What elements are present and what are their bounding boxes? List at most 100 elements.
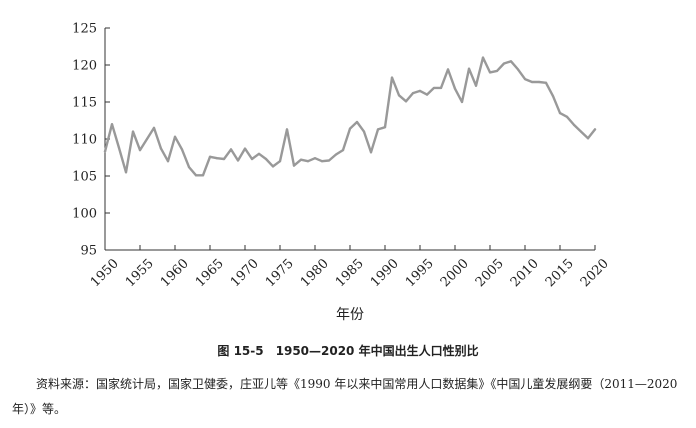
x-tick-label: 1995 xyxy=(403,256,437,290)
data-point xyxy=(292,164,296,167)
data-point xyxy=(425,93,429,96)
data-point xyxy=(383,126,387,129)
data-point xyxy=(236,159,240,162)
data-point xyxy=(222,157,226,161)
data-point xyxy=(355,120,359,124)
y-tick-label: 120 xyxy=(72,59,97,74)
data-point xyxy=(551,94,555,98)
data-point xyxy=(194,174,198,177)
data-point xyxy=(481,56,485,59)
data-point xyxy=(257,152,261,155)
data-point xyxy=(152,126,156,129)
data-point xyxy=(320,160,324,163)
data-point xyxy=(397,94,401,97)
data-point xyxy=(166,160,170,163)
data-point xyxy=(586,137,590,140)
data-point xyxy=(376,128,380,131)
y-tick-label: 100 xyxy=(72,207,97,222)
data-point xyxy=(103,150,107,153)
data-point xyxy=(110,123,114,126)
data-point xyxy=(306,160,310,163)
data-point xyxy=(145,137,149,141)
data-point xyxy=(565,115,569,118)
y-axis: 95 100 105 110 115 120 125 xyxy=(72,22,110,259)
data-point xyxy=(208,155,212,158)
data-point xyxy=(523,77,527,81)
data-point xyxy=(229,148,233,151)
data-point xyxy=(558,112,562,115)
data-point xyxy=(432,86,436,90)
y-tick-label: 115 xyxy=(72,96,97,111)
data-point xyxy=(460,100,464,104)
data-point xyxy=(390,76,394,79)
series-line xyxy=(103,56,597,177)
data-point xyxy=(348,127,352,130)
data-point xyxy=(537,80,541,84)
x-tick-label: 1960 xyxy=(158,256,192,290)
x-tick-label: 1955 xyxy=(123,256,157,290)
data-point xyxy=(411,92,415,95)
data-point xyxy=(124,171,128,174)
data-point xyxy=(509,60,513,63)
data-point xyxy=(467,67,471,70)
data-point xyxy=(117,146,121,149)
data-point xyxy=(313,157,317,160)
data-point xyxy=(530,80,534,84)
data-point xyxy=(516,68,520,71)
x-tick-label: 2015 xyxy=(543,256,577,290)
x-axis: 1950 1955 1960 1965 1970 1975 1980 1985 1990 1995… xyxy=(88,245,612,290)
data-point xyxy=(474,84,478,87)
x-tick-label: 2005 xyxy=(473,256,507,290)
source-note: 资料来源：国家统计局，国家卫健委，庄亚儿等《1990 年以来中国常用人口数据集》… xyxy=(12,377,678,416)
y-tick-label: 105 xyxy=(72,170,97,185)
y-tick-label: 95 xyxy=(80,244,97,259)
x-axis-title: 年份 xyxy=(336,307,364,323)
data-point xyxy=(131,130,135,133)
data-point xyxy=(544,81,548,84)
data-point xyxy=(502,62,506,65)
y-tick-label: 125 xyxy=(72,22,97,37)
data-point xyxy=(453,87,457,90)
data-point xyxy=(341,149,345,152)
data-point xyxy=(593,128,597,131)
data-point xyxy=(327,159,331,162)
data-point xyxy=(215,157,219,160)
data-point xyxy=(495,69,499,73)
figure-caption: 图 15-5 1950—2020 年中国出生人口性别比 xyxy=(217,344,479,358)
data-point xyxy=(334,153,338,156)
y-tick-label: 110 xyxy=(72,133,97,148)
data-point xyxy=(278,160,282,163)
data-point xyxy=(201,174,205,177)
x-tick-label: 2020 xyxy=(578,256,612,290)
x-tick-label: 1980 xyxy=(298,256,332,290)
data-point xyxy=(299,158,303,161)
data-point xyxy=(362,130,366,133)
data-point xyxy=(439,86,443,90)
x-tick-label: 1990 xyxy=(368,256,402,290)
data-point xyxy=(187,166,191,169)
data-point xyxy=(159,147,163,150)
x-tick-label: 1970 xyxy=(228,256,262,290)
series-layer xyxy=(103,56,597,177)
data-point xyxy=(138,149,142,152)
x-tick-label: 1985 xyxy=(333,256,367,290)
data-point xyxy=(572,123,576,127)
x-tick-label: 2000 xyxy=(438,256,472,290)
data-point xyxy=(446,68,450,71)
data-point xyxy=(488,71,492,74)
data-point xyxy=(173,135,177,138)
x-tick-label: 1975 xyxy=(263,256,297,290)
data-point xyxy=(579,130,583,133)
data-point xyxy=(250,157,254,161)
data-point xyxy=(369,151,373,154)
x-tick-label: 1950 xyxy=(88,256,122,290)
data-point xyxy=(418,89,422,92)
data-point xyxy=(264,157,268,161)
x-tick-label: 1965 xyxy=(193,256,227,290)
x-tick-label: 2010 xyxy=(508,256,542,290)
data-point xyxy=(404,100,408,103)
data-point xyxy=(271,165,275,168)
data-point xyxy=(243,147,247,150)
data-point xyxy=(285,128,289,131)
